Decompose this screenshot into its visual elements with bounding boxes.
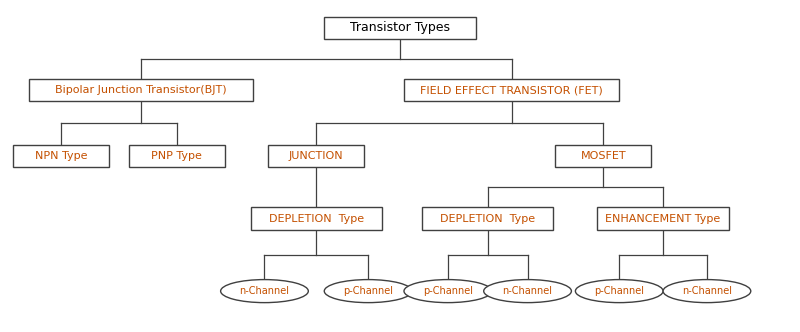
- FancyBboxPatch shape: [555, 145, 651, 167]
- Text: PNP Type: PNP Type: [151, 151, 202, 161]
- Ellipse shape: [221, 280, 308, 303]
- Text: p-Channel: p-Channel: [423, 286, 473, 296]
- FancyBboxPatch shape: [30, 79, 253, 102]
- Text: FIELD EFFECT TRANSISTOR (FET): FIELD EFFECT TRANSISTOR (FET): [420, 85, 603, 95]
- FancyBboxPatch shape: [598, 208, 729, 230]
- Text: n-Channel: n-Channel: [239, 286, 290, 296]
- Ellipse shape: [663, 280, 750, 303]
- FancyBboxPatch shape: [422, 208, 554, 230]
- Ellipse shape: [324, 280, 412, 303]
- FancyBboxPatch shape: [129, 145, 225, 167]
- Text: Bipolar Junction Transistor(BJT): Bipolar Junction Transistor(BJT): [55, 85, 226, 95]
- Text: DEPLETION  Type: DEPLETION Type: [440, 214, 535, 224]
- FancyBboxPatch shape: [324, 17, 476, 39]
- Text: p-Channel: p-Channel: [343, 286, 393, 296]
- Text: p-Channel: p-Channel: [594, 286, 644, 296]
- Text: n-Channel: n-Channel: [682, 286, 732, 296]
- FancyBboxPatch shape: [269, 145, 364, 167]
- FancyBboxPatch shape: [250, 208, 382, 230]
- Text: DEPLETION  Type: DEPLETION Type: [269, 214, 364, 224]
- Text: n-Channel: n-Channel: [502, 286, 553, 296]
- Ellipse shape: [404, 280, 492, 303]
- FancyBboxPatch shape: [14, 145, 109, 167]
- Text: MOSFET: MOSFET: [581, 151, 626, 161]
- Text: NPN Type: NPN Type: [35, 151, 87, 161]
- Text: ENHANCEMENT Type: ENHANCEMENT Type: [606, 214, 721, 224]
- Text: Transistor Types: Transistor Types: [350, 21, 450, 34]
- FancyBboxPatch shape: [404, 79, 619, 102]
- Ellipse shape: [484, 280, 571, 303]
- Ellipse shape: [575, 280, 663, 303]
- Text: JUNCTION: JUNCTION: [289, 151, 344, 161]
